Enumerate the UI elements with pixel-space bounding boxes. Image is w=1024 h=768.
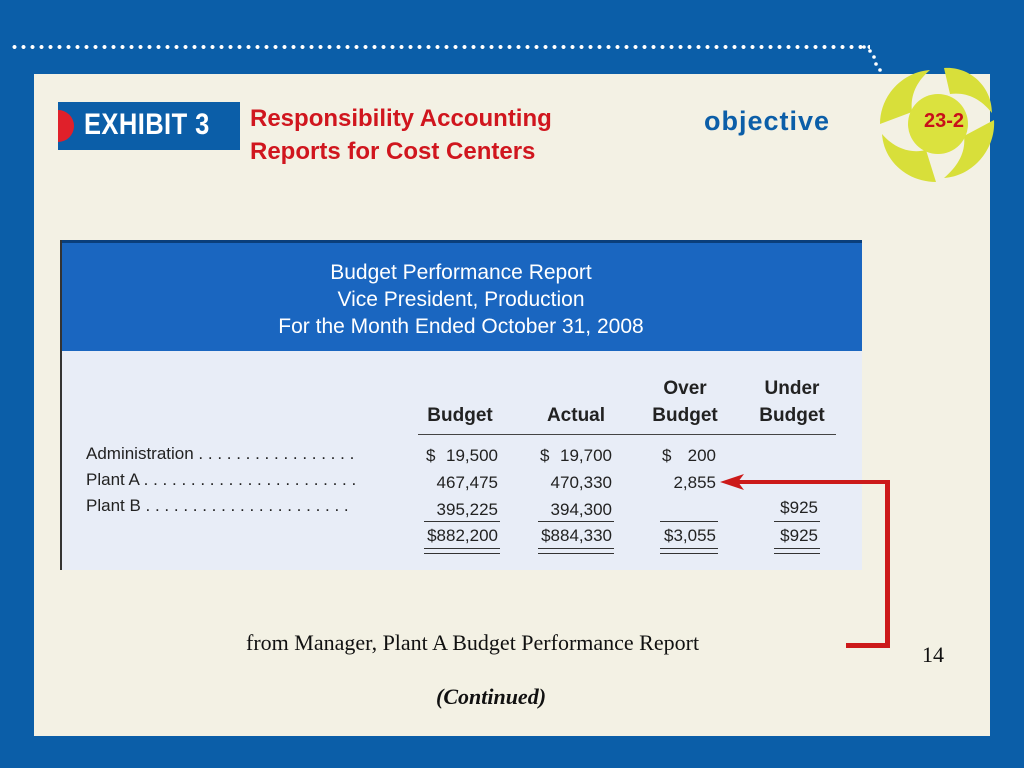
- subtotal-rule-under: [774, 521, 820, 522]
- col-header-under-1: Under: [764, 378, 820, 399]
- report-left-border: [60, 240, 62, 570]
- cell-plant-b-budget: 395,225: [436, 500, 498, 519]
- report-heading-2: Vice President, Production: [337, 288, 585, 311]
- total-budget: $882,200: [427, 526, 498, 545]
- subtotal-rule-budget: [424, 521, 500, 522]
- report-heading-1: Budget Performance Report: [330, 261, 592, 284]
- header-rule: [418, 434, 836, 435]
- decorative-dotted-line: [10, 44, 870, 50]
- report-header: Budget Performance Report Vice President…: [60, 240, 862, 351]
- total-double-rule-actual: [538, 548, 614, 554]
- cell-admin-actual: 19,700: [560, 446, 612, 465]
- title-line-2: Reports for Cost Centers: [250, 138, 536, 165]
- total-double-rule-over: [660, 548, 718, 554]
- decorative-dotted-curve: [862, 45, 882, 72]
- swirl-logo-icon: [880, 67, 995, 182]
- exhibit-red-tab: [58, 110, 74, 142]
- cell-plant-a-over: 2,855: [673, 473, 716, 492]
- exhibit-badge: EXHIBIT 3: [58, 102, 240, 150]
- total-double-rule-budget: [424, 548, 500, 554]
- objective-label: objective: [704, 106, 831, 136]
- total-actual: $884,330: [541, 526, 612, 545]
- row-label-plant-a: Plant A . . . . . . . . . . . . . . . . …: [86, 470, 357, 489]
- report-heading-3: For the Month Ended October 31, 2008: [278, 315, 644, 338]
- subtotal-rule-over: [660, 521, 718, 522]
- continued-label: (Continued): [436, 684, 547, 709]
- row-label-plant-b: Plant B . . . . . . . . . . . . . . . . …: [86, 496, 349, 515]
- total-under: $925: [780, 526, 818, 545]
- connector-top-segment: [738, 480, 890, 484]
- title-line-1: Responsibility Accounting: [250, 105, 552, 132]
- subtotal-rule-actual: [538, 521, 614, 522]
- exhibit-label: EXHIBIT 3: [84, 108, 210, 141]
- cell-admin-budget: 19,500: [446, 446, 498, 465]
- col-header-under-2: Budget: [759, 405, 825, 426]
- dollar-sign-over: $: [662, 446, 672, 465]
- col-header-budget: Budget: [427, 405, 493, 426]
- page-number: 14: [922, 642, 944, 667]
- cell-plant-b-under: $925: [780, 498, 818, 517]
- row-label-administration: Administration . . . . . . . . . . . . .…: [86, 444, 355, 463]
- objective-number: 23-2: [924, 110, 965, 132]
- cell-plant-a-actual: 470,330: [550, 473, 612, 492]
- total-over: $3,055: [664, 526, 716, 545]
- connector-bottom-segment: [846, 643, 890, 648]
- dollar-sign-actual: $: [540, 446, 550, 465]
- budget-performance-report: Budget Performance Report Vice President…: [60, 240, 862, 570]
- cell-admin-over: 200: [687, 446, 716, 465]
- col-header-over-1: Over: [663, 378, 707, 399]
- slide-title: Responsibility Accounting Reports for Co…: [250, 102, 630, 168]
- total-double-rule-under: [774, 548, 820, 554]
- dollar-sign-budget: $: [426, 446, 436, 465]
- col-header-actual: Actual: [546, 405, 606, 426]
- caption-text: from Manager, Plant A Budget Performance…: [246, 630, 700, 655]
- cell-plant-a-budget: 467,475: [436, 473, 498, 492]
- arrowhead-icon: [720, 474, 744, 490]
- cell-plant-b-actual: 394,300: [550, 500, 612, 519]
- connector-vertical-segment: [885, 480, 890, 648]
- col-header-over-2: Budget: [652, 405, 718, 426]
